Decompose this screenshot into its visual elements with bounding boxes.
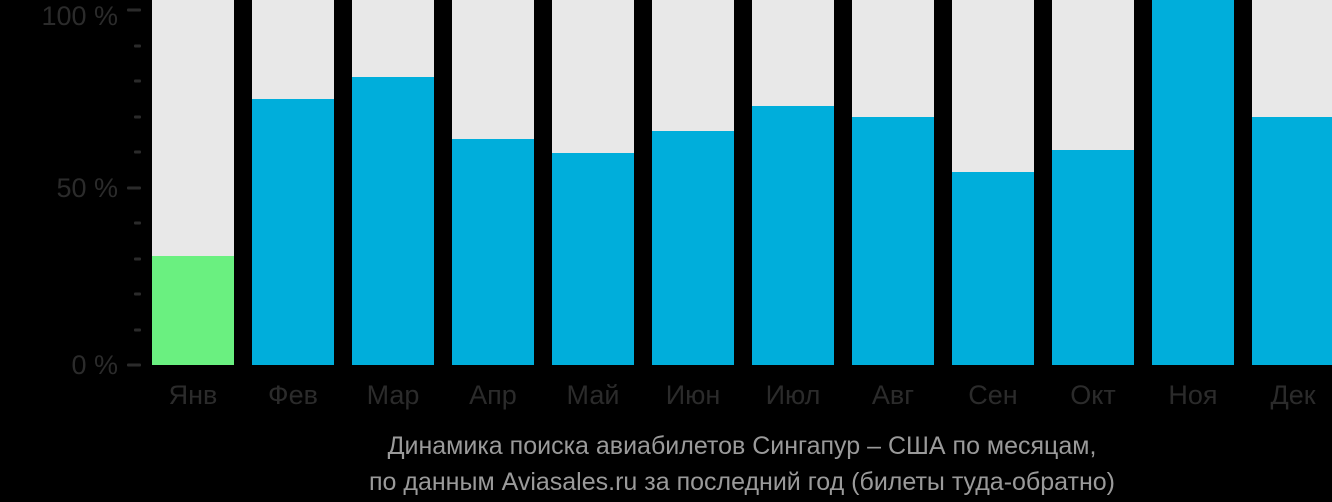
bar-track-Фев — [252, 0, 334, 365]
bar-Июн — [652, 131, 734, 365]
y-tick-mark — [134, 292, 141, 296]
plot-area — [152, 0, 1332, 365]
y-tick-mark — [127, 186, 141, 189]
y-tick-mark — [127, 363, 141, 367]
y-tick-mark — [134, 328, 141, 331]
y-tick-mark — [134, 257, 141, 260]
y-tick-label: 0 % — [71, 350, 118, 380]
y-tick-label: 50 % — [56, 172, 118, 203]
bar-track-Июл — [752, 0, 834, 365]
bar-Окт — [1052, 149, 1134, 365]
x-axis-label-Окт: Окт — [1070, 380, 1116, 410]
bar-Сен — [952, 171, 1034, 365]
bar-Май — [552, 153, 634, 365]
caption-line-1: Динамика поиска авиабилетов Сингапур – С… — [387, 432, 1097, 460]
bar-track-Окт — [1052, 0, 1134, 365]
y-tick-mark — [134, 221, 141, 225]
bar-Фев — [252, 98, 334, 365]
x-axis-label-Июл: Июл — [765, 380, 821, 410]
bar-track-Сен — [952, 0, 1034, 365]
bar-Дек — [1252, 116, 1332, 365]
y-tick-label: 100 % — [41, 1, 118, 31]
bar-Июл — [752, 105, 834, 365]
x-axis-label-Авг: Авг — [871, 380, 915, 410]
bar-Авг — [852, 116, 934, 365]
bar-track-Дек — [1252, 0, 1332, 365]
y-axis: 0 % 50 % 100 % — [0, 0, 152, 380]
bar-track-Июн — [652, 0, 734, 365]
y-tick-mark — [127, 8, 141, 12]
bar-Янв — [152, 255, 234, 365]
x-axis-label-Июн: Июн — [665, 380, 721, 410]
bar-Ноя — [1152, 0, 1234, 365]
bar-Апр — [452, 138, 534, 365]
bar-track-Авг — [852, 0, 934, 365]
caption-line-2: по данным Aviasales.ru за последний год … — [369, 468, 1115, 496]
x-axis-label-Янв: Янв — [168, 380, 218, 410]
x-axis-label-Фев: Фев — [268, 380, 318, 410]
y-tick-mark — [134, 79, 141, 83]
y-tick-mark — [134, 44, 141, 47]
x-axis-label-Сен: Сен — [968, 380, 1018, 410]
x-axis: Янв Фев Мар Апр Май Июн Июл Авг Сен Окт Ноя Дек — [152, 379, 1332, 411]
bar-track-Апр — [452, 0, 534, 365]
bar-Мар — [352, 76, 434, 365]
x-axis-label-Дек: Дек — [1270, 380, 1316, 410]
x-axis-label-Мар: Мар — [366, 380, 420, 410]
y-tick-mark — [134, 150, 141, 154]
x-axis-label-Апр: Апр — [469, 380, 517, 410]
x-axis-label-Май: Май — [566, 380, 620, 410]
y-tick-mark — [134, 115, 141, 118]
bar-track-Мар — [352, 0, 434, 365]
x-axis-label-Ноя: Ноя — [1168, 380, 1218, 410]
bar-track-Янв — [152, 0, 234, 365]
chart-caption: Динамика поиска авиабилетов Сингапур – С… — [152, 428, 1332, 500]
bar-track-Ноя — [1152, 0, 1234, 365]
bar-track-Май — [552, 0, 634, 365]
